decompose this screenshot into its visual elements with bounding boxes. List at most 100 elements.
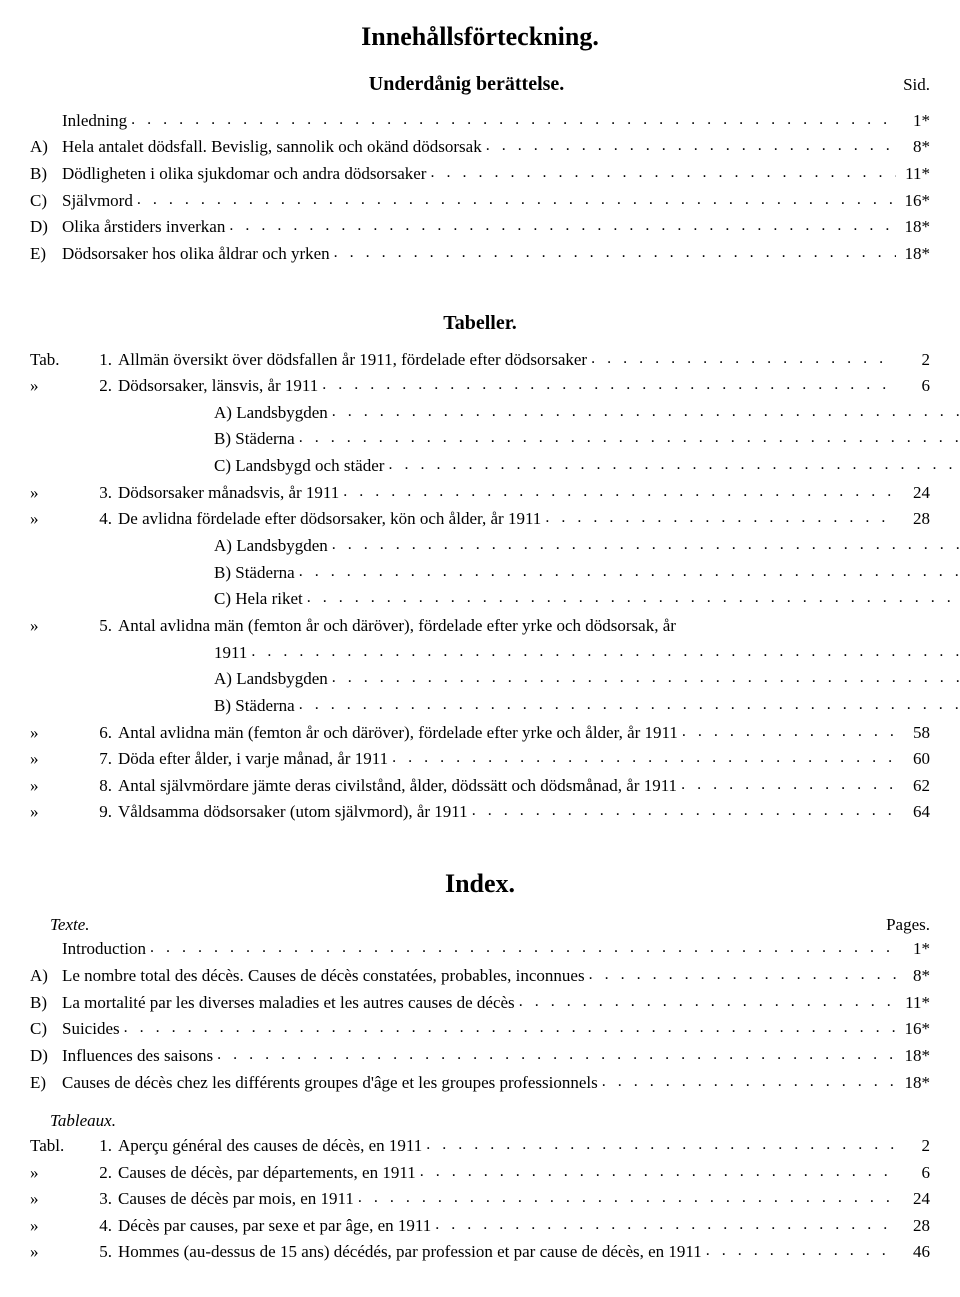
sid-label: Sid.	[903, 73, 930, 98]
toc-leader	[422, 1133, 896, 1156]
toc-page: 58	[896, 721, 930, 746]
toc-row: B)La mortalité par les diverses maladies…	[30, 991, 930, 1016]
toc-text: Le nombre total des décès. Causes de déc…	[62, 964, 585, 989]
toc-leader	[384, 453, 960, 476]
toc-text: A) Landsbygden	[214, 401, 328, 426]
toc-text: Causes de décès chez les différents grou…	[62, 1071, 598, 1096]
sub-title: Underdånig berättelse.	[30, 70, 903, 99]
toc-prefix: »	[30, 1161, 86, 1186]
toc-leader	[426, 161, 896, 184]
toc-text: A) Landsbygden	[214, 667, 328, 692]
tableaux-label: Tableaux.	[30, 1109, 930, 1134]
toc-page: 2	[896, 1134, 930, 1159]
toc-row: E)Dödsorsaker hos olika åldrar och yrken…	[30, 242, 930, 267]
toc-page: 28	[896, 1214, 930, 1239]
toc-number: 3.	[86, 481, 118, 506]
toc-text: B) Städerna	[214, 427, 295, 452]
toc-leader	[482, 134, 896, 157]
toc-row: »5.Hommes (au-dessus de 15 ans) décédés,…	[30, 1240, 930, 1265]
toc-text: Influences des saisons	[62, 1044, 213, 1069]
toc-leader	[247, 640, 960, 663]
toc-prefix: »	[30, 614, 86, 639]
toc-number: 2.	[86, 374, 118, 399]
toc-text: Dödligheten i olika sjukdomar och andra …	[62, 162, 426, 187]
toc-page: 24	[896, 1187, 930, 1212]
toc-page: 18*	[896, 1071, 930, 1096]
french-toc-items: Introduction1*A)Le nombre total des décè…	[30, 937, 930, 1095]
toc-row: Introduction1*	[30, 937, 930, 962]
toc-text: Décès par causes, par sexe et par âge, e…	[118, 1214, 431, 1239]
toc-row: A) Landsbygden28	[30, 534, 960, 559]
toc-number: 7.	[86, 747, 118, 772]
toc-page: 28	[896, 507, 930, 532]
toc-page: 2	[896, 348, 930, 373]
toc-leader	[678, 720, 896, 743]
toc-leader	[146, 936, 896, 959]
toc-leader	[416, 1160, 896, 1183]
toc-row: Tab.1.Allmän översikt över dödsfallen år…	[30, 348, 930, 373]
toc-page: 24	[896, 481, 930, 506]
toc-leader	[354, 1186, 896, 1209]
toc-text: B) Städerna	[214, 561, 295, 586]
texte-label: Texte.	[30, 913, 90, 938]
main-title: Innehållsförteckning.	[30, 18, 930, 56]
toc-leader	[328, 400, 960, 423]
toc-row: D)Influences des saisons18*	[30, 1044, 930, 1069]
toc-number: 1.	[86, 348, 118, 373]
toc-page: 8*	[896, 135, 930, 160]
toc-text: Causes de décès par mois, en 1911	[118, 1187, 354, 1212]
toc-prefix: »	[30, 747, 86, 772]
toc-prefix: »	[30, 774, 86, 799]
toc-page: 18*	[896, 242, 930, 267]
toc-row: B) Städerna12	[30, 427, 960, 452]
toc-text: A) Landsbygden	[214, 534, 328, 559]
toc-leader	[295, 693, 960, 716]
toc-number: 4.	[86, 507, 118, 532]
toc-leader	[133, 188, 896, 211]
toc-prefix: »	[30, 374, 86, 399]
toc-page: 46	[896, 1240, 930, 1265]
toc-leader	[295, 426, 960, 449]
toc-text: Hela antalet dödsfall. Bevislig, sannoli…	[62, 135, 482, 160]
toc-prefix: »	[30, 800, 86, 825]
toc-row: A) Landsbygden6	[30, 401, 960, 426]
toc-leader	[388, 746, 896, 769]
toc-text: Suicides	[62, 1017, 120, 1042]
toc-label: C)	[30, 189, 62, 214]
toc-label: A)	[30, 964, 62, 989]
index-heading: Index.	[30, 865, 930, 903]
toc-label: B)	[30, 991, 62, 1016]
toc-leader	[515, 990, 896, 1013]
toc-row: B) Städerna52	[30, 694, 960, 719]
toc-number: 9.	[86, 800, 118, 825]
toc-row: C) Hela riket40	[30, 587, 960, 612]
toc-page: 16*	[896, 1017, 930, 1042]
toc-leader	[431, 1213, 896, 1236]
toc-leader	[587, 347, 896, 370]
toc-row: »4.Décès par causes, par sexe et par âge…	[30, 1214, 930, 1239]
toc-leader	[120, 1016, 896, 1039]
toc-prefix: Tabl.	[30, 1134, 86, 1159]
toc-row: »7.Döda efter ålder, i varje månad, år 1…	[30, 747, 930, 772]
toc-page: 1*	[896, 109, 930, 134]
toc-page: 1*	[896, 937, 930, 962]
toc-row: »2.Dödsorsaker, länsvis, år 19116	[30, 374, 930, 399]
toc-label: A)	[30, 135, 62, 160]
toc-row: »3.Dödsorsaker månadsvis, år 191124	[30, 481, 930, 506]
toc-text: Causes de décès, par départements, en 19…	[118, 1161, 416, 1186]
toc-text: Dödsorsaker hos olika åldrar och yrken	[62, 242, 330, 267]
toc-number: 4.	[86, 1214, 118, 1239]
toc-number: 8.	[86, 774, 118, 799]
toc-row: B) Städerna34	[30, 561, 960, 586]
toc-text: Aperçu général des causes de décès, en 1…	[118, 1134, 422, 1159]
toc-text: 1911	[214, 641, 247, 666]
toc-number: 6.	[86, 721, 118, 746]
toc-text: Dödsorsaker månadsvis, år 1911	[118, 481, 339, 506]
toc-page: 62	[896, 774, 930, 799]
toc-row: A)Le nombre total des décès. Causes de d…	[30, 964, 930, 989]
toc-text: Hommes (au-dessus de 15 ans) décédés, pa…	[118, 1240, 702, 1265]
toc-page: 8*	[896, 964, 930, 989]
toc-row: B)Dödligheten i olika sjukdomar och andr…	[30, 162, 930, 187]
toc-number: 1.	[86, 1134, 118, 1159]
toc-text: Olika årstiders inverkan	[62, 215, 225, 240]
